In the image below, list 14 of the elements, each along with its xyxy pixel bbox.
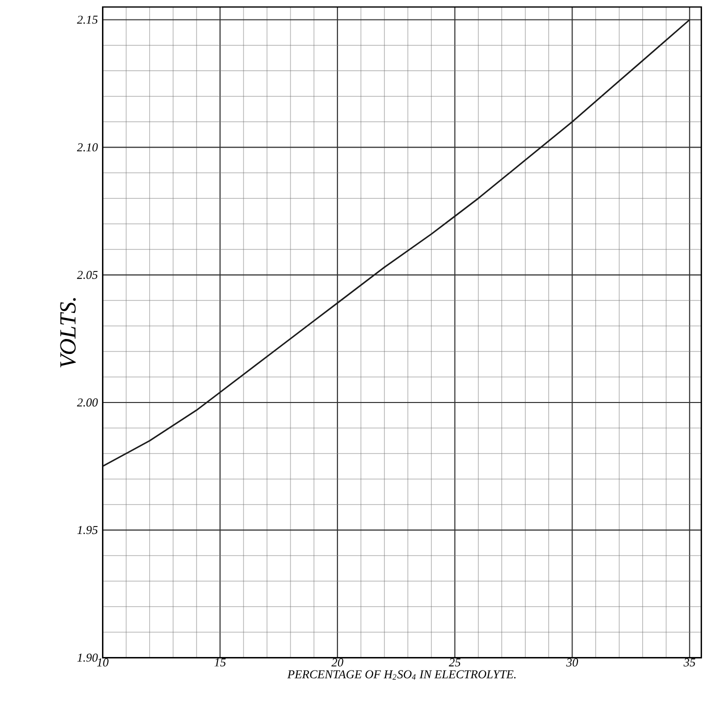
x-tick-label: 10 bbox=[97, 658, 109, 666]
x-tick-label: 35 bbox=[684, 658, 696, 666]
x-tick-label: 25 bbox=[448, 658, 460, 666]
y-tick-label: 2.00 bbox=[76, 398, 98, 407]
x-tick-label: 30 bbox=[566, 658, 578, 666]
y-axis-title: VOLTS. bbox=[60, 298, 76, 368]
x-tick-label: 20 bbox=[331, 658, 344, 666]
y-tick-label: 1.90 bbox=[77, 654, 98, 662]
y-tick-label: 2.05 bbox=[76, 270, 98, 279]
y-tick-label: 2.15 bbox=[76, 16, 98, 24]
y-tick-label: 2.10 bbox=[76, 143, 98, 152]
x-axis-title: PERCENTAGE OF H$_{2}$SO$_{4}$ IN ELECTROLYTE. bbox=[287, 670, 516, 680]
x-tick-label: 15 bbox=[214, 658, 226, 666]
y-tick-label: 1.95 bbox=[77, 526, 98, 534]
